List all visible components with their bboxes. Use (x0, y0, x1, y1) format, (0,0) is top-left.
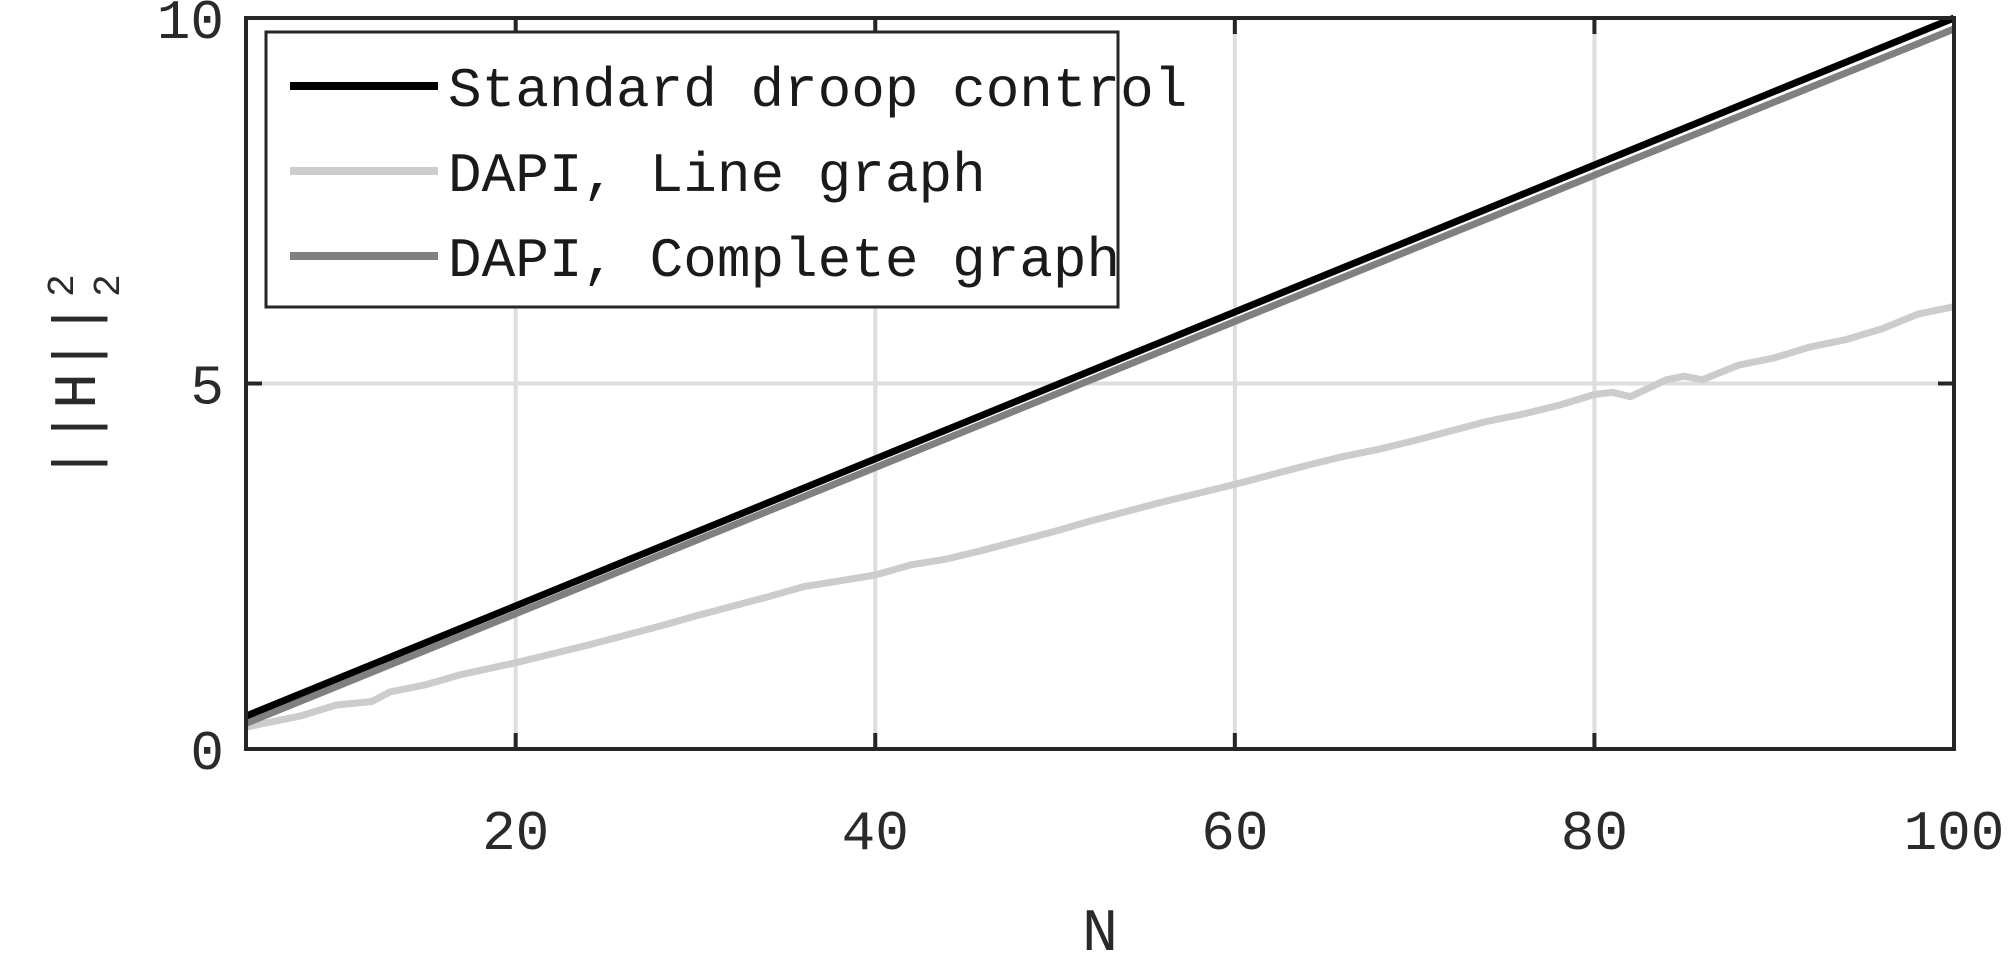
x-tick-label: 60 (1201, 802, 1268, 866)
y-tick-label: 0 (190, 722, 224, 786)
tick-marks (246, 16, 1956, 751)
y-axis-label: ||H|| 2 2 (42, 274, 131, 481)
x-tick-label: 40 (842, 802, 909, 866)
legend-label: DAPI, Complete graph (448, 229, 1120, 293)
y-axis-label-main: ||H|| (46, 301, 114, 481)
series-lines (244, 14, 1956, 731)
x-tick-label: 100 (1904, 802, 2005, 866)
y-tick-labels: 0 5 10 (157, 0, 224, 786)
y-tick-label: 10 (157, 0, 224, 55)
y-tick-label: 5 (190, 357, 224, 421)
x-tick-label: 20 (482, 802, 549, 866)
series-line-1 (245, 303, 1955, 731)
x-axis-label: N (1082, 901, 1118, 955)
series-line-0 (244, 14, 1956, 720)
legend: Standard droop control DAPI, Line graph DA… (264, 30, 1187, 309)
y-axis-label-sub: 2 (88, 274, 131, 297)
series-line-2 (244, 25, 1956, 727)
legend-label: Standard droop control (448, 59, 1187, 123)
x-tick-labels: 20 40 60 80 100 (482, 802, 2004, 866)
legend-entries: Standard droop control DAPI, Line graph DA… (290, 59, 1187, 293)
x-tick-label: 80 (1561, 802, 1628, 866)
y-axis-label-sup: 2 (42, 274, 85, 297)
legend-label: DAPI, Line graph (448, 144, 986, 208)
